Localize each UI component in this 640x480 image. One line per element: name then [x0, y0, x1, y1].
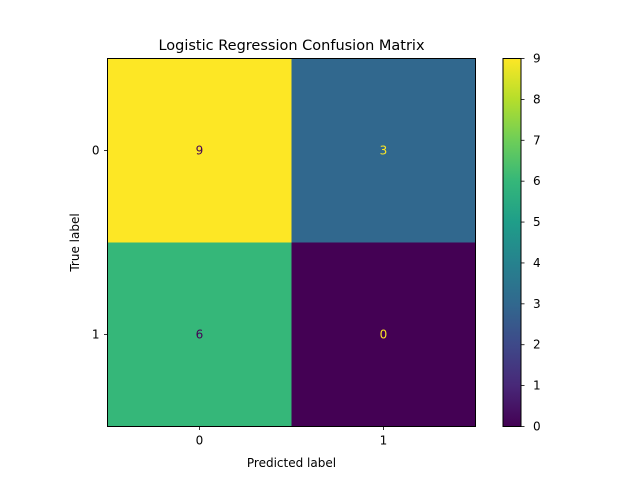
colorbar-tick-label: 5 — [533, 215, 541, 229]
colorbar-tick-label: 2 — [533, 338, 541, 352]
plot-frame — [107, 58, 476, 427]
chart-title: Logistic Regression Confusion Matrix — [158, 38, 425, 54]
cell-value-label: 3 — [380, 144, 388, 158]
cell-value-label: 6 — [196, 328, 204, 342]
colorbar-tick-label: 0 — [533, 420, 541, 434]
colorbar-tick-label: 7 — [533, 133, 541, 147]
colorbar-tick-label: 3 — [533, 297, 541, 311]
matrix-cell-1-0 — [107, 242, 292, 427]
y-tick-label: 0 — [92, 144, 100, 158]
colorbar — [502, 58, 522, 427]
y-axis-ticks: 01 — [92, 144, 108, 342]
cell-value-label: 0 — [380, 328, 388, 342]
x-tick-label: 1 — [380, 434, 388, 448]
x-tick-label: 0 — [196, 434, 204, 448]
y-axis-label: True label — [68, 213, 82, 272]
colorbar-tick-label: 6 — [533, 174, 541, 188]
matrix-cell-0-0 — [107, 58, 292, 243]
colorbar-tick-label: 4 — [533, 256, 541, 270]
matrix-cell-1-1 — [291, 242, 476, 427]
matrix-cell-labels: 9 3 6 0 — [196, 144, 388, 342]
colorbar-tick-label: 8 — [533, 92, 541, 106]
colorbar-tick-label: 1 — [533, 379, 541, 393]
matrix-cells — [107, 58, 476, 427]
colorbar-tick-label: 9 — [533, 52, 541, 66]
x-axis-label: Predicted label — [247, 456, 336, 470]
matrix-cell-0-1 — [291, 58, 476, 243]
cell-value-label: 9 — [196, 144, 204, 158]
y-tick-label: 1 — [92, 328, 100, 342]
colorbar-ticks: 0 1 2 3 4 5 6 7 8 9 — [521, 52, 541, 434]
